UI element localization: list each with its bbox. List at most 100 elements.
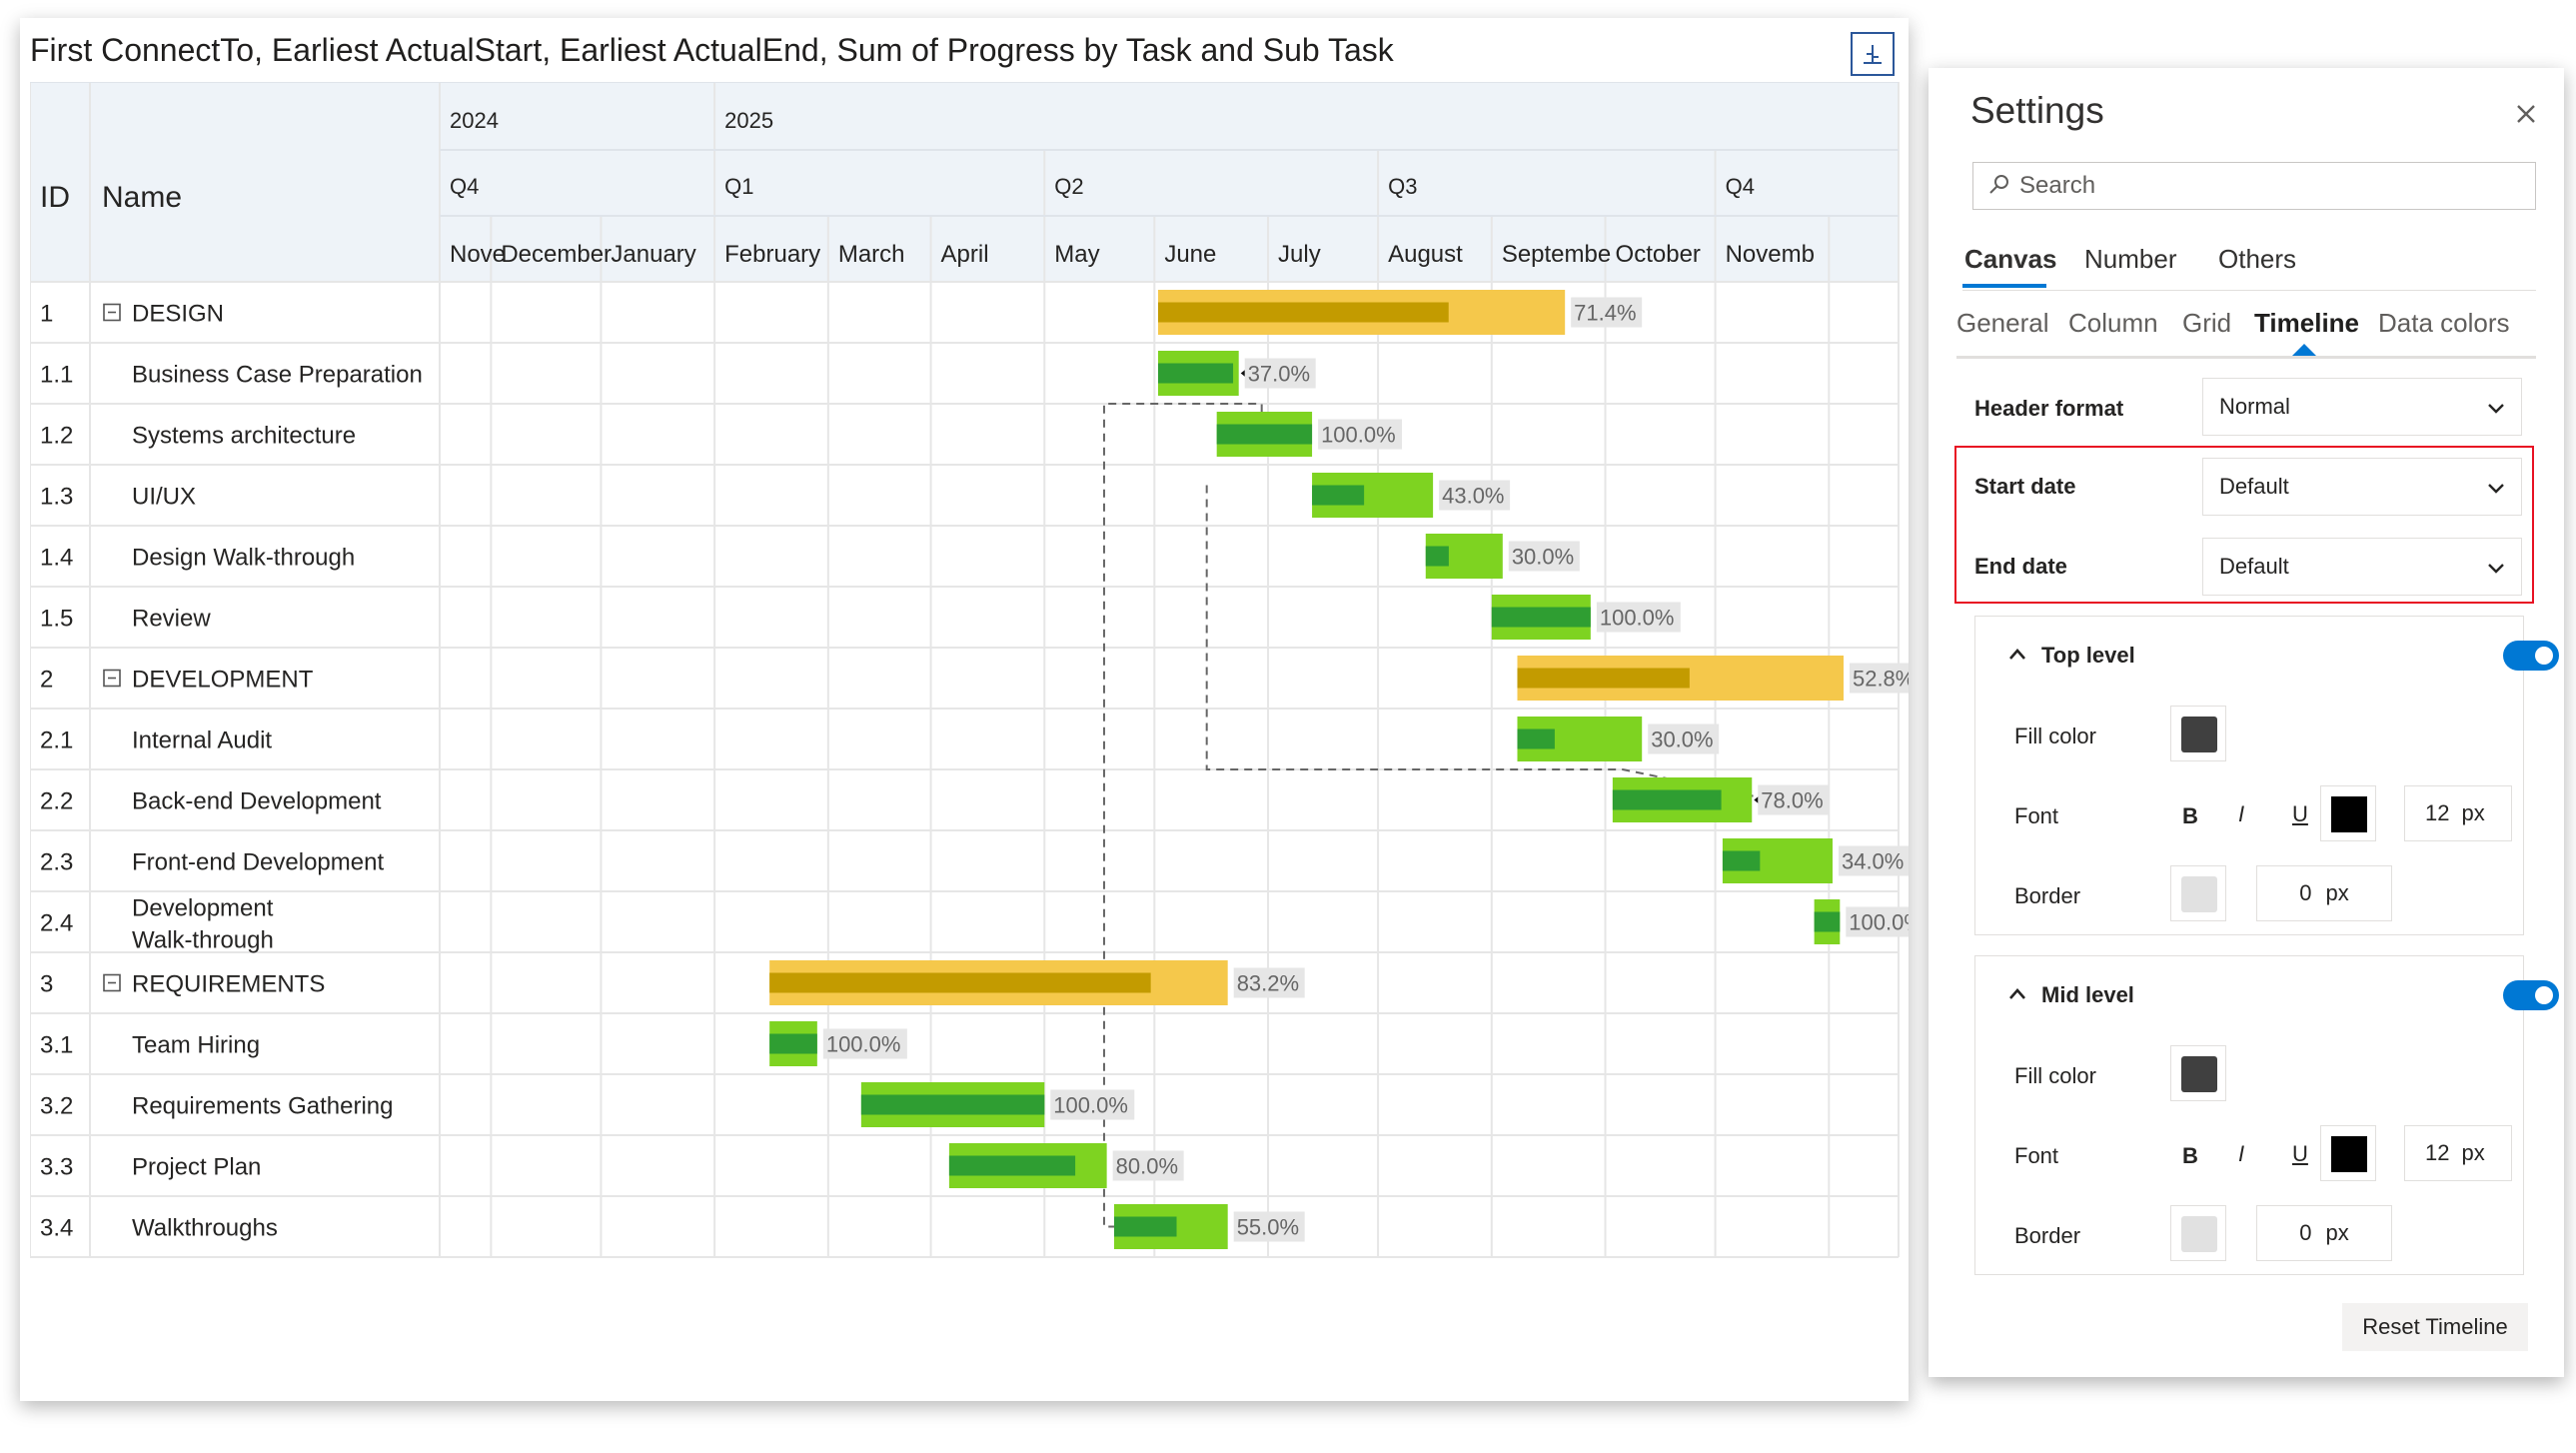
focus-mode-icon[interactable] (1851, 32, 1895, 76)
top-font-color-picker[interactable] (2320, 785, 2376, 841)
month-label: April (941, 241, 989, 268)
task-id: 3.3 (40, 1154, 73, 1181)
mid-border-size-value: 0 (2299, 1220, 2312, 1245)
progress-fill (1491, 607, 1591, 628)
gantt-visual-card: First ConnectTo, Earliest ActualStart, E… (20, 18, 1909, 1401)
task-id: 2.3 (40, 849, 73, 876)
top-border-size-unit: px (2325, 880, 2349, 905)
task-id: 1.1 (40, 362, 73, 389)
top-underline-button[interactable]: U (2292, 801, 2308, 826)
progress-label-bg (1233, 967, 1305, 998)
quarter-label: Q2 (1054, 174, 1083, 199)
chevron-up-icon[interactable] (2007, 645, 2027, 670)
month-label: March (838, 241, 905, 268)
task-id: 3.4 (40, 1215, 73, 1242)
progress-label-bg (1050, 1089, 1135, 1120)
mid-font-color-picker[interactable] (2320, 1125, 2376, 1181)
month-label: August (1388, 241, 1463, 268)
top-bold-button[interactable]: B (2182, 803, 2198, 828)
top-fill-color-picker[interactable] (2170, 706, 2226, 761)
tab-canvas[interactable]: Canvas (1964, 244, 2057, 274)
progress-label: 52.8% (1853, 667, 1909, 692)
subtab-timeline[interactable]: Timeline (2254, 308, 2360, 338)
progress-label: 37.0% (1248, 362, 1310, 387)
top-fill-label: Fill color (2014, 724, 2096, 748)
progress-label-bg (1849, 663, 1909, 694)
top-level-title: Top level (2041, 643, 2135, 668)
mid-border-size-input[interactable]: 0 px (2256, 1205, 2392, 1261)
month-label: Septembe (1502, 241, 1611, 268)
subtab-data-colors[interactable]: Data colors (2378, 308, 2510, 338)
task-name: Walk-through (132, 927, 274, 954)
progress-label: 83.2% (1237, 971, 1299, 996)
progress-label: 43.0% (1442, 484, 1504, 509)
mid-fill-color-picker[interactable] (2170, 1045, 2226, 1101)
subtab-active-indicator (2292, 344, 2316, 356)
progress-label: 100.0% (1849, 910, 1909, 935)
top-fill-swatch (2181, 717, 2217, 752)
task-id: 1.4 (40, 545, 73, 572)
start-date-dropdown[interactable]: Default (2202, 458, 2522, 516)
mid-border-swatch (2181, 1216, 2217, 1252)
header-format-value: Normal (2219, 394, 2290, 419)
tab-others[interactable]: Others (2218, 244, 2297, 274)
progress-label-bg (822, 1028, 907, 1059)
month-label: January (611, 241, 695, 268)
progress-label: 100.0% (1600, 606, 1675, 631)
top-border-swatch (2181, 876, 2217, 912)
tab-canvas-underline (1962, 284, 2046, 288)
progress-label: 100.0% (1053, 1093, 1128, 1118)
progress-label: 34.0% (1842, 849, 1904, 874)
close-icon[interactable] (2510, 98, 2542, 130)
progress-fill (1612, 789, 1722, 810)
progress-fill (1312, 485, 1365, 506)
top-font-size-input[interactable]: 12 px (2404, 785, 2512, 841)
mid-border-label: Border (2014, 1223, 2081, 1248)
task-name: Systems architecture (132, 423, 356, 450)
reset-timeline-button[interactable]: Reset Timeline (2342, 1303, 2528, 1351)
subtab-grid[interactable]: Grid (2182, 308, 2232, 338)
mid-font-label: Font (2014, 1143, 2059, 1168)
task-name: REQUIREMENTS (132, 971, 325, 998)
progress-fill (1216, 424, 1313, 445)
highlight-box (1954, 446, 2534, 604)
progress-fill (1113, 1216, 1177, 1237)
top-border-size-input[interactable]: 0 px (2256, 865, 2392, 921)
chevron-up-icon[interactable] (2007, 984, 2027, 1009)
mid-level-title: Mid level (2041, 982, 2134, 1007)
mid-bold-button[interactable]: B (2182, 1143, 2198, 1168)
progress-fill (1517, 668, 1690, 689)
task-id: 1.5 (40, 606, 73, 633)
mid-level-section: Mid level (1974, 955, 2559, 1275)
header-format-dropdown[interactable]: Normal (2202, 378, 2522, 436)
top-level-section: Top level (1974, 616, 2559, 935)
month-label: Nove (450, 241, 506, 268)
task-id: 3 (40, 971, 53, 998)
progress-label: 80.0% (1116, 1154, 1178, 1179)
mid-italic-button[interactable]: I (2238, 1141, 2245, 1166)
progress-label-bg (1838, 845, 1909, 876)
mid-border-color-picker[interactable] (2170, 1205, 2226, 1261)
id-column-header: ID (40, 181, 70, 214)
subtab-column[interactable]: Column (2068, 308, 2158, 338)
search-input[interactable]: Search (1972, 162, 2536, 210)
task-name: Development (132, 895, 274, 922)
task-id: 1 (40, 301, 53, 328)
task-name: Design Walk-through (132, 545, 355, 572)
mid-underline-button[interactable]: U (2292, 1141, 2308, 1166)
top-italic-button[interactable]: I (2238, 801, 2245, 826)
subtab-general[interactable]: General (1956, 308, 2049, 338)
end-date-value: Default (2219, 554, 2289, 579)
end-date-dropdown[interactable]: Default (2202, 538, 2522, 596)
mid-font-size-input[interactable]: 12 px (2404, 1125, 2512, 1181)
mid-fill-swatch (2181, 1056, 2217, 1092)
quarter-label: Q3 (1388, 174, 1417, 199)
top-level-toggle[interactable] (2503, 641, 2559, 671)
top-border-color-picker[interactable] (2170, 865, 2226, 921)
mid-level-toggle[interactable] (2503, 980, 2559, 1010)
task-id: 1.2 (40, 423, 73, 450)
tab-number[interactable]: Number (2084, 244, 2177, 274)
top-font-size-value: 12 (2425, 800, 2450, 825)
month-label: May (1054, 241, 1099, 268)
